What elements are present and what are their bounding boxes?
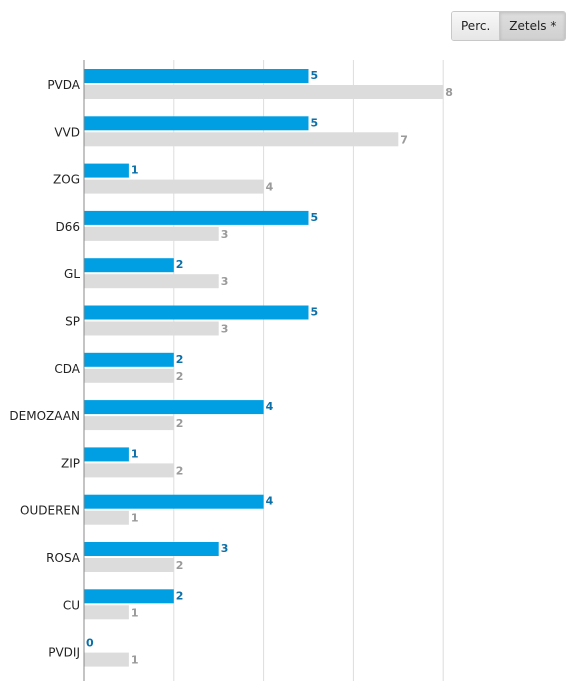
bars (84, 69, 444, 667)
value-label-previous: 3 (221, 323, 229, 336)
value-label-current: 5 (311, 211, 319, 224)
bar-current (84, 69, 309, 83)
toggle-seats-button[interactable]: Zetels * (499, 12, 566, 40)
value-label-current: 4 (266, 495, 274, 508)
bar-current (84, 210, 309, 225)
bar-current (84, 163, 129, 178)
value-label-previous: 2 (176, 417, 184, 430)
value-label-previous: 1 (131, 606, 139, 619)
bar-previous (84, 321, 219, 336)
bar-current (84, 258, 174, 273)
bar-previous (84, 226, 219, 241)
category-label: CU (63, 598, 80, 612)
bar-previous (84, 510, 129, 525)
value-label-previous: 4 (266, 181, 274, 194)
category-label: PVDIJ (48, 646, 80, 660)
grid-lines (173, 60, 444, 681)
bar-previous (84, 463, 174, 478)
category-label: DEMOZAAN (9, 409, 80, 423)
value-label-current: 3 (221, 542, 229, 555)
category-label: CDA (54, 362, 80, 376)
value-label-previous: 2 (176, 559, 184, 572)
bar-previous (84, 132, 399, 147)
bar-previous (84, 368, 174, 383)
bar-current (84, 116, 309, 131)
value-label-current: 1 (131, 164, 139, 177)
bar-current (84, 589, 174, 604)
value-label-previous: 1 (131, 654, 139, 667)
value-label-previous: 2 (176, 464, 184, 477)
bar-current (84, 305, 309, 320)
value-label-current: 4 (266, 400, 274, 413)
value-label-current: 2 (176, 258, 184, 271)
bar-current (84, 352, 174, 367)
bar-previous (84, 179, 264, 194)
toggle-percentage-button[interactable]: Perc. (452, 12, 500, 40)
value-label-current: 5 (311, 69, 319, 82)
bar-previous (84, 605, 129, 620)
value-label-current: 2 (176, 353, 184, 366)
bar-previous (84, 652, 129, 667)
category-label: ZOG (53, 173, 80, 187)
bar-previous (84, 416, 174, 431)
bar-current (84, 494, 264, 509)
bar-current (84, 447, 129, 462)
value-label-current: 0 (86, 637, 94, 650)
category-label: OUDEREN (20, 504, 80, 518)
value-label-previous: 8 (445, 86, 453, 99)
value-label-previous: 2 (176, 370, 184, 383)
value-label-current: 1 (131, 447, 139, 460)
bar-current (84, 542, 219, 556)
bar-current (84, 400, 264, 415)
value-label-current: 2 (176, 589, 184, 602)
value-label-previous: 3 (221, 228, 229, 241)
category-label: ROSA (46, 551, 81, 565)
value-label-current: 5 (311, 306, 319, 319)
category-label: SP (65, 315, 80, 329)
value-label-current: 5 (311, 116, 319, 129)
bar-previous (84, 558, 174, 572)
category-label: D66 (55, 220, 80, 234)
value-label-previous: 7 (400, 133, 408, 146)
category-label: VVD (54, 125, 80, 139)
bar-previous (84, 274, 219, 289)
value-label-previous: 3 (221, 275, 229, 288)
display-mode-toggle: Perc. Zetels * (451, 11, 567, 41)
value-label-previous: 1 (131, 512, 139, 525)
labels: PVDA 5 8 VVD 5 7 ZOG 1 4 D66 5 3 GL 2 3 SP 5 3 CDA 2 2 DEMOZA… (9, 69, 452, 667)
category-label: ZIP (61, 456, 80, 470)
bar-previous (84, 85, 444, 99)
category-label: PVDA (47, 78, 80, 92)
category-label: GL (64, 267, 80, 281)
